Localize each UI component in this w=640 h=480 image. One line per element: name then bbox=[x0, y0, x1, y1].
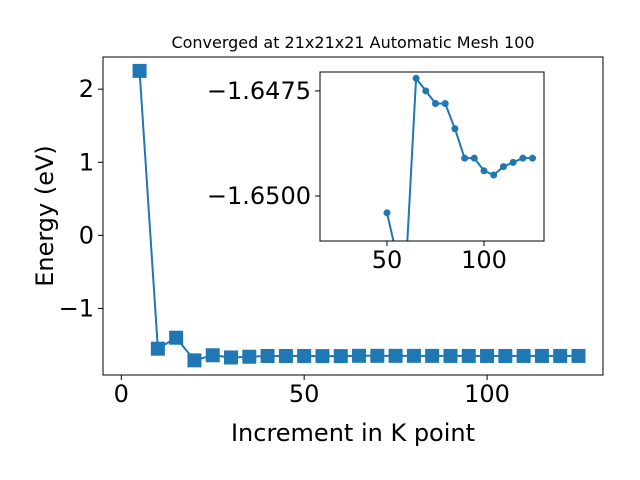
data-point bbox=[443, 348, 458, 363]
data-point bbox=[534, 348, 549, 363]
data-point bbox=[431, 100, 439, 108]
data-point bbox=[297, 349, 312, 364]
x-tick-label: 50 bbox=[289, 380, 320, 408]
y-tick-label: 2 bbox=[79, 75, 94, 103]
data-point bbox=[425, 348, 440, 363]
data-point bbox=[315, 349, 330, 364]
data-point bbox=[461, 154, 469, 162]
x-tick-label: 100 bbox=[461, 246, 507, 274]
data-point bbox=[571, 348, 586, 363]
data-point bbox=[480, 348, 495, 363]
y-axis-label: Energy (eV) bbox=[31, 145, 59, 287]
y-tick-label: −1 bbox=[59, 294, 94, 322]
data-point bbox=[242, 349, 257, 364]
data-point bbox=[205, 348, 220, 363]
data-point bbox=[169, 330, 184, 345]
data-point bbox=[224, 350, 239, 365]
y-tick-label: 0 bbox=[79, 221, 94, 249]
data-point bbox=[509, 158, 517, 166]
data-point bbox=[370, 348, 385, 363]
data-point bbox=[516, 348, 531, 363]
plot-area bbox=[383, 74, 537, 241]
data-line bbox=[385, 75, 533, 241]
chart-title: Converged at 21x21x21 Automatic Mesh 100 bbox=[171, 33, 534, 52]
data-point bbox=[529, 154, 537, 162]
data-point bbox=[406, 348, 421, 363]
data-point bbox=[451, 125, 459, 133]
data-point bbox=[187, 353, 202, 368]
plot-area bbox=[132, 63, 586, 368]
data-point bbox=[461, 348, 476, 363]
data-point bbox=[519, 154, 527, 162]
data-point bbox=[383, 209, 391, 217]
data-point bbox=[470, 154, 478, 162]
data-point bbox=[278, 348, 293, 363]
data-point bbox=[388, 348, 403, 363]
data-point bbox=[260, 348, 275, 363]
y-tick-label: −1.6500 bbox=[207, 182, 311, 210]
x-axis-label: Increment in K point bbox=[231, 419, 475, 447]
data-point bbox=[553, 348, 568, 363]
data-point bbox=[132, 63, 147, 78]
axes-frame bbox=[102, 56, 604, 376]
data-point bbox=[480, 167, 488, 175]
data-point bbox=[333, 349, 348, 364]
data-point bbox=[499, 163, 507, 171]
y-tick-label: 1 bbox=[79, 148, 94, 176]
data-point bbox=[412, 74, 420, 82]
data-point bbox=[498, 348, 513, 363]
data-point bbox=[490, 171, 498, 179]
data-point bbox=[150, 341, 165, 356]
x-tick-label: 0 bbox=[114, 380, 129, 408]
data-point bbox=[441, 100, 449, 108]
data-point bbox=[422, 87, 430, 95]
x-tick-label: 100 bbox=[464, 380, 510, 408]
x-tick-label: 50 bbox=[372, 246, 403, 274]
y-tick-label: −1.6475 bbox=[207, 77, 311, 105]
data-point bbox=[352, 348, 367, 363]
axes-frame bbox=[319, 71, 545, 242]
